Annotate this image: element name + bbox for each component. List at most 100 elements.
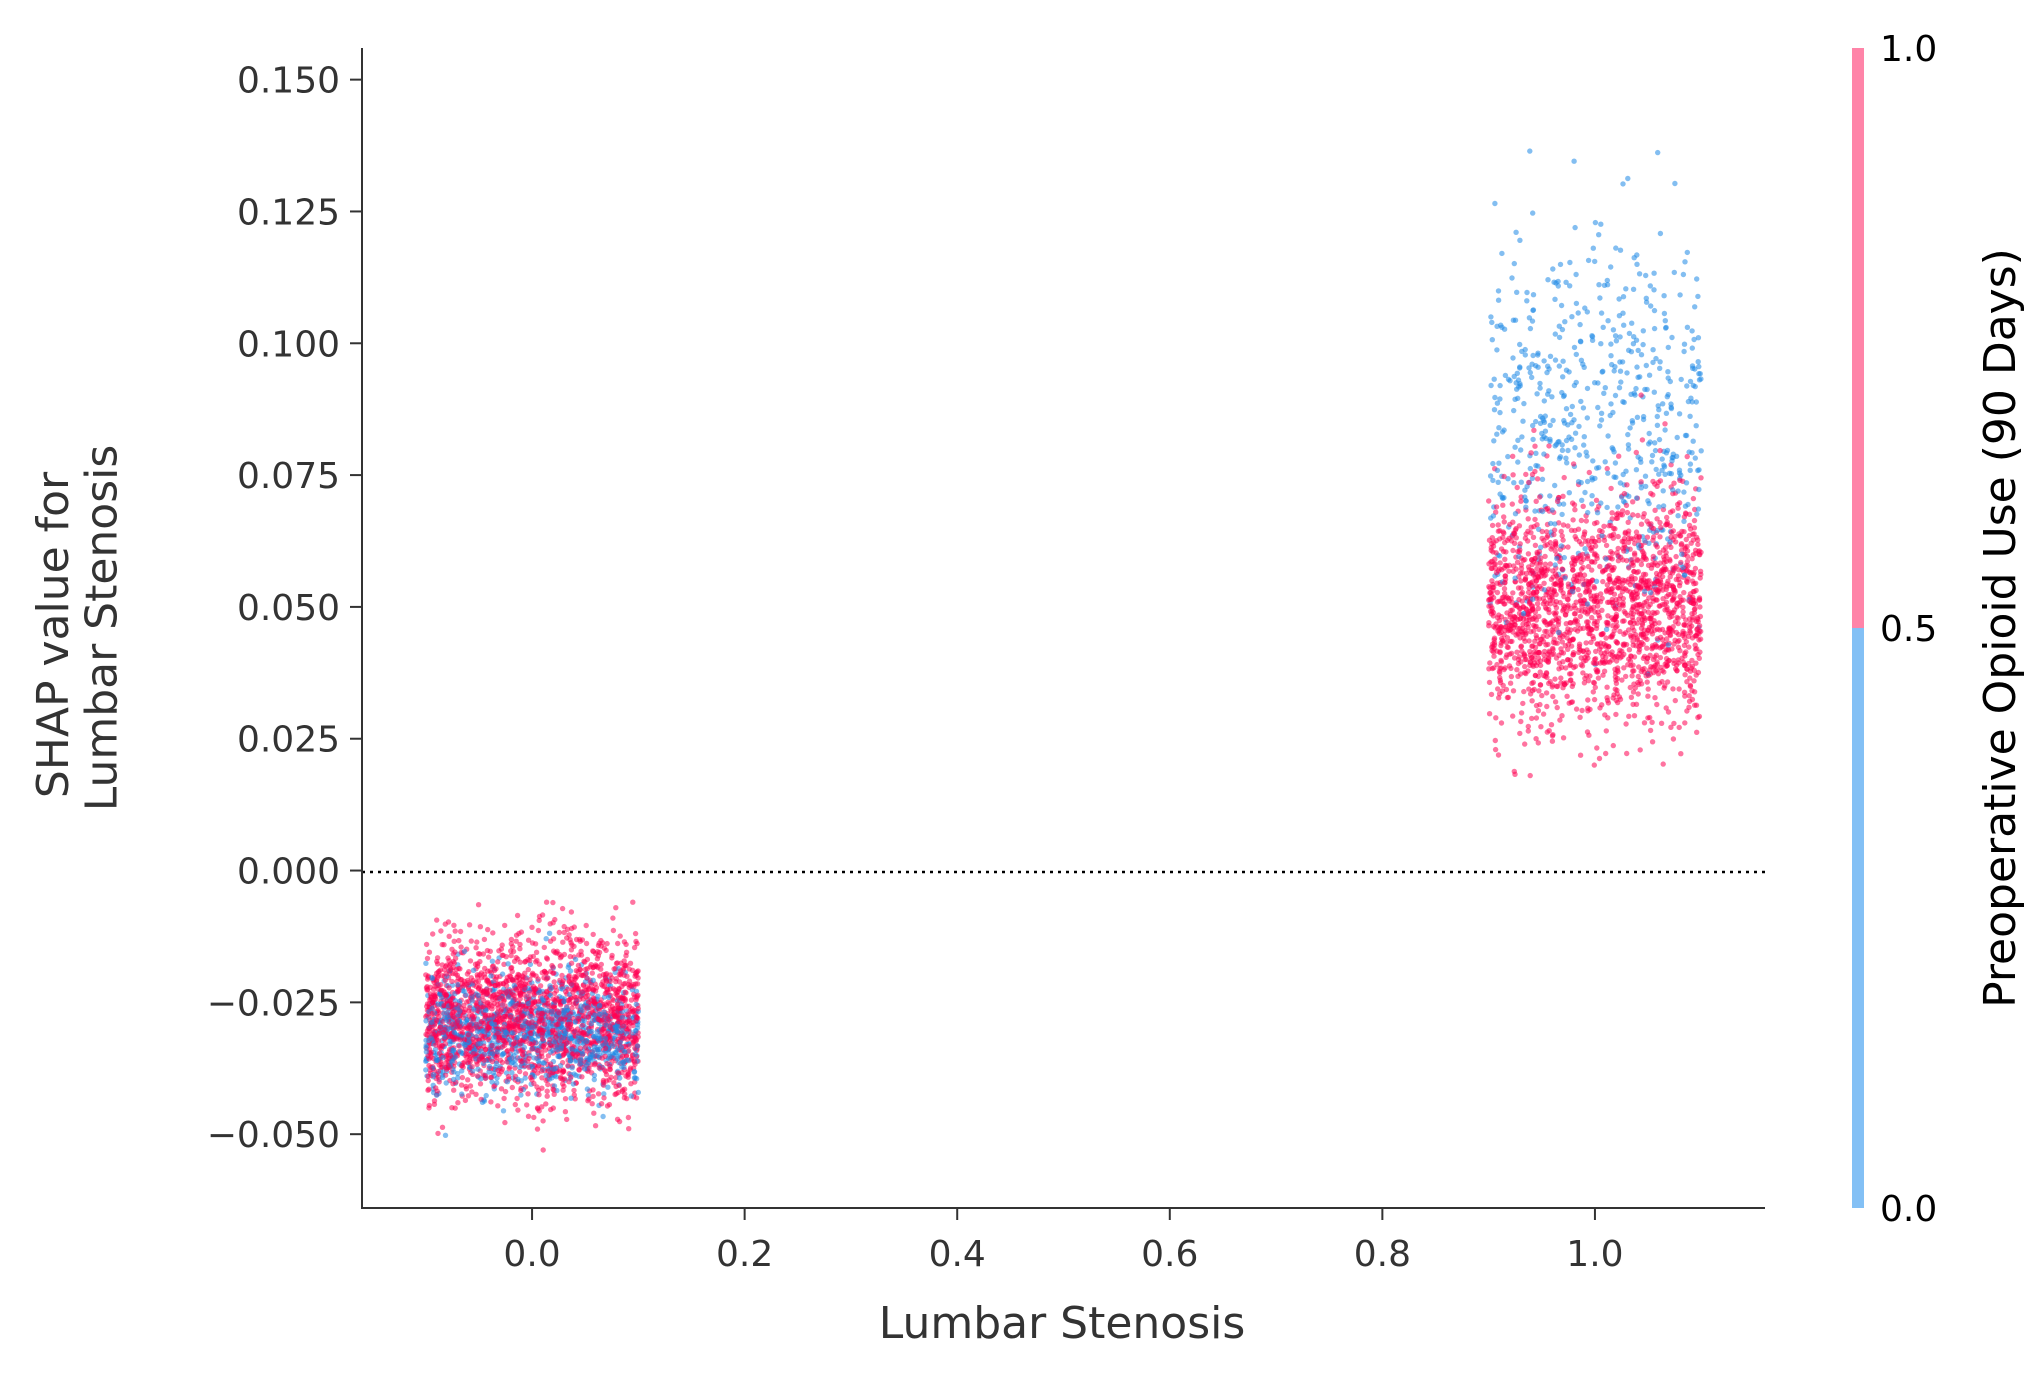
- scatter-point: [1585, 257, 1592, 264]
- scatter-point: [1540, 711, 1547, 717]
- scatter-point: [581, 1013, 587, 1020]
- scatter-point: [1497, 409, 1503, 416]
- scatter-point: [1676, 411, 1683, 417]
- scatter-point: [617, 933, 623, 939]
- scatter-point: [1487, 660, 1493, 666]
- scatter-point: [451, 1029, 458, 1036]
- scatter-point: [1630, 701, 1636, 708]
- scatter-point: [1520, 557, 1527, 563]
- scatter-point: [1511, 407, 1517, 414]
- scatter-point: [579, 937, 586, 943]
- scatter-point: [1505, 694, 1512, 701]
- scatter-point: [1621, 665, 1627, 671]
- scatter-point: [1493, 504, 1500, 510]
- scatter-point: [1643, 483, 1649, 490]
- scatter-point: [514, 1035, 520, 1041]
- scatter-point: [1553, 616, 1559, 622]
- scatter-point: [1596, 282, 1602, 288]
- scatter-point: [435, 1130, 441, 1137]
- scatter-point: [1522, 352, 1529, 358]
- scatter-point: [1665, 642, 1672, 648]
- scatter-point: [564, 1116, 570, 1123]
- scatter-point: [597, 973, 603, 979]
- scatter-point: [1585, 697, 1591, 703]
- scatter-point: [1518, 591, 1525, 597]
- scatter-point: [1486, 498, 1492, 504]
- scatter-point: [1650, 609, 1656, 616]
- scatter-point: [1544, 542, 1551, 548]
- scatter-point: [1602, 459, 1608, 465]
- scatter-point: [598, 961, 604, 968]
- scatter-point: [1612, 674, 1619, 680]
- scatter-point: [1563, 665, 1569, 671]
- scatter-point: [1698, 448, 1704, 454]
- scatter-point: [1530, 210, 1536, 216]
- scatter-point: [1545, 505, 1551, 512]
- scatter-point: [588, 1051, 594, 1058]
- scatter-point: [1633, 467, 1640, 473]
- scatter-point: [557, 1063, 564, 1069]
- scatter-point: [1640, 416, 1647, 423]
- scatter-point: [424, 955, 431, 962]
- scatter-point: [513, 954, 519, 961]
- scatter-point: [1630, 662, 1636, 668]
- scatter-point: [1616, 453, 1622, 459]
- scatter-point: [578, 1003, 584, 1009]
- scatter-point: [1681, 348, 1687, 355]
- scatter-point: [1533, 498, 1539, 504]
- scatter-point: [1510, 590, 1516, 596]
- scatter-point: [543, 955, 550, 961]
- scatter-point: [1634, 261, 1640, 267]
- scatter-point: [1605, 433, 1611, 439]
- scatter-point: [1523, 471, 1529, 478]
- scatter-point: [592, 988, 599, 994]
- scatter-point: [1578, 398, 1584, 405]
- scatter-point: [510, 1041, 516, 1047]
- scatter-point: [1525, 551, 1532, 557]
- scatter-point: [1564, 460, 1570, 466]
- scatter-point: [1570, 567, 1576, 573]
- scatter-point: [613, 976, 619, 982]
- scatter-point: [590, 948, 596, 954]
- scatter-point: [1486, 666, 1492, 672]
- scatter-point: [1598, 417, 1605, 423]
- scatter-point: [1583, 640, 1589, 646]
- scatter-point: [1668, 529, 1675, 535]
- scatter-point: [624, 1095, 630, 1102]
- scatter-point: [1621, 542, 1628, 548]
- scatter-point: [1625, 431, 1631, 438]
- scatter-point: [1615, 552, 1621, 559]
- scatter-point: [1695, 714, 1701, 721]
- scatter-point: [625, 1071, 632, 1077]
- scatter-point: [1578, 541, 1585, 547]
- scatter-point: [614, 1028, 620, 1034]
- scatter-point: [1572, 507, 1578, 513]
- scatter-point: [1672, 637, 1678, 643]
- scatter-point: [1498, 322, 1504, 328]
- scatter-point: [1664, 514, 1670, 521]
- scatter-point: [1615, 533, 1621, 540]
- scatter-point: [1486, 679, 1493, 686]
- scatter-point: [1621, 490, 1628, 497]
- scatter-point: [1677, 533, 1683, 539]
- scatter-point: [1615, 504, 1621, 510]
- scatter-point: [531, 1114, 537, 1121]
- scatter-point: [1625, 519, 1631, 525]
- scatter-point: [624, 1011, 630, 1017]
- scatter-point: [1575, 622, 1581, 628]
- scatter-point: [1692, 646, 1699, 652]
- scatter-point: [475, 1066, 481, 1072]
- scatter-point: [1547, 353, 1554, 359]
- scatter-point: [1630, 286, 1637, 292]
- scatter-point: [1610, 742, 1617, 749]
- scatter-point: [470, 1016, 477, 1022]
- scatter-point: [1671, 269, 1678, 276]
- scatter-point: [1672, 697, 1679, 704]
- scatter-point: [482, 1073, 489, 1079]
- scatter-point: [1537, 658, 1544, 664]
- scatter-point: [1551, 531, 1557, 538]
- scatter-point: [1577, 592, 1583, 599]
- scatter-point: [1641, 551, 1647, 557]
- scatter-point: [1563, 406, 1570, 412]
- scatter-point: [1630, 617, 1636, 624]
